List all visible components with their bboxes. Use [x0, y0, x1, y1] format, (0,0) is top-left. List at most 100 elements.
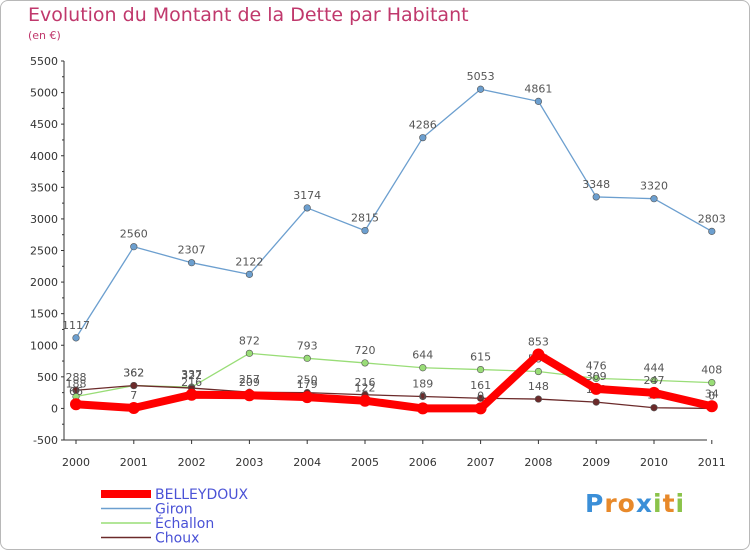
- data-point: [361, 227, 369, 235]
- data-label: 476: [586, 359, 607, 372]
- data-point: [243, 389, 256, 402]
- data-label: 362: [123, 367, 144, 380]
- x-tick-label: 2005: [351, 456, 379, 469]
- data-label: 179: [297, 378, 318, 391]
- data-label: 257: [239, 373, 260, 386]
- x-tick-label: 2011: [698, 456, 726, 469]
- x-tick-label: 2008: [524, 456, 552, 469]
- x-tick-label: 2006: [409, 456, 437, 469]
- data-label: 3348: [582, 178, 610, 191]
- data-point: [361, 359, 369, 367]
- data-point: [188, 259, 196, 267]
- data-point: [477, 394, 485, 402]
- data-point: [534, 367, 543, 376]
- proxiti-logo: Proxiti: [585, 489, 685, 518]
- logo-letter: i: [653, 489, 663, 518]
- chart-title: Evolution du Montant de la Dette par Hab…: [28, 4, 469, 26]
- data-label: 408: [701, 364, 722, 377]
- data-point: [416, 402, 429, 415]
- data-label: 2122: [235, 255, 263, 268]
- data-label: 209: [239, 376, 260, 389]
- y-tick-label: 4500: [30, 118, 58, 131]
- data-point: [245, 349, 253, 357]
- data-point: [477, 85, 485, 93]
- y-tick-label: 500: [37, 371, 58, 384]
- logo-letter: P: [585, 489, 605, 518]
- data-label: 4861: [524, 82, 552, 95]
- data-label: 1117: [62, 319, 90, 332]
- legend-label: Giron: [155, 502, 193, 518]
- data-label: 2803: [698, 212, 726, 225]
- data-point: [708, 227, 716, 235]
- data-point: [130, 243, 138, 251]
- data-label: 853: [528, 336, 549, 349]
- y-tick-label: 2000: [30, 276, 58, 289]
- y-tick-label: 0: [51, 402, 58, 415]
- data-label: 216: [181, 376, 202, 389]
- data-label: 720: [355, 344, 376, 357]
- logo-letter: o: [617, 489, 636, 518]
- data-label: 188: [66, 378, 87, 391]
- data-point: [532, 348, 545, 361]
- data-label: 0: [419, 389, 426, 402]
- x-tick-label: 2010: [640, 456, 668, 469]
- data-label: 362: [123, 367, 144, 380]
- data-label: 4286: [409, 119, 437, 132]
- legend-label: Échallon: [155, 515, 214, 532]
- x-tick-label: 2003: [235, 456, 263, 469]
- data-label: 3174: [293, 189, 321, 202]
- data-point: [70, 398, 82, 411]
- y-tick-label: 5500: [30, 55, 58, 68]
- chart-subtitle: (en €): [28, 29, 61, 42]
- data-point: [419, 364, 427, 372]
- series-line-giron: [75, 88, 713, 339]
- legend-label: Choux: [155, 531, 199, 547]
- data-point: [185, 388, 198, 401]
- data-point: [419, 134, 427, 142]
- data-label: 644: [412, 349, 433, 362]
- data-label: 0: [708, 389, 715, 402]
- x-tick-label: 2004: [293, 456, 321, 469]
- series-line-choux: [75, 384, 712, 410]
- x-tick-label: 2000: [62, 456, 90, 469]
- data-point: [592, 398, 600, 406]
- logo-letter: t: [662, 489, 676, 518]
- data-point: [477, 365, 485, 374]
- data-point: [592, 374, 600, 382]
- data-label: 793: [297, 339, 318, 352]
- data-point: [650, 376, 658, 384]
- data-point: [534, 97, 543, 105]
- data-label: 5053: [467, 70, 495, 83]
- data-point: [301, 391, 314, 404]
- y-tick-label: 1500: [30, 308, 58, 321]
- data-label: 148: [528, 380, 549, 393]
- data-point: [419, 392, 427, 401]
- data-point: [359, 394, 371, 407]
- data-point: [72, 334, 80, 342]
- data-label: 189: [412, 377, 433, 390]
- data-label: 444: [644, 361, 665, 374]
- y-tick-label: 2500: [30, 245, 58, 258]
- data-point: [303, 354, 311, 362]
- data-label: 0: [477, 389, 484, 402]
- x-tick-label: 2002: [178, 456, 206, 469]
- data-label: 122: [355, 382, 376, 395]
- data-label: 7: [130, 389, 137, 402]
- x-tick-label: 2001: [120, 456, 148, 469]
- data-point: [245, 270, 253, 278]
- data-point: [648, 386, 660, 399]
- series-line-échallon: [75, 352, 712, 398]
- data-label: 2307: [178, 244, 206, 257]
- data-point: [650, 195, 658, 203]
- y-tick-label: 3000: [30, 213, 58, 226]
- data-label: 66: [69, 385, 83, 398]
- series-line-belleydoux: [75, 350, 713, 413]
- data-label: 34: [705, 387, 719, 400]
- logo-letter: r: [604, 489, 618, 518]
- logo-letter: i: [675, 489, 686, 518]
- y-tick-label: 5000: [30, 87, 58, 100]
- data-point: [474, 402, 487, 415]
- data-point: [127, 401, 140, 414]
